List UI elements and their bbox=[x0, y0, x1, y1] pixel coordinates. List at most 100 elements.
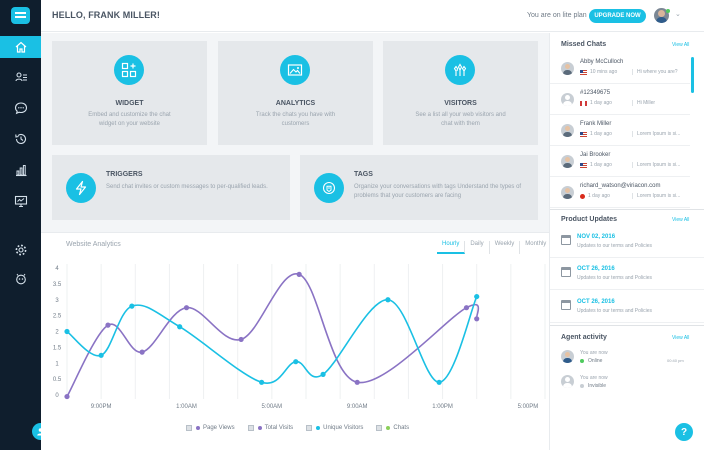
tab-daily[interactable]: Daily bbox=[465, 241, 490, 254]
chart-title: Website Analytics bbox=[66, 241, 121, 248]
chat-time: 10 mins ago bbox=[590, 69, 618, 75]
calendar-icon bbox=[561, 267, 571, 277]
agent-status-label: Online bbox=[588, 358, 603, 364]
missed-chat-item[interactable]: #12349675 1 day ago Hi Miller bbox=[550, 84, 690, 115]
tags-card[interactable]: TAGS Organize your conversations with ta… bbox=[300, 155, 538, 220]
avatar bbox=[561, 186, 574, 199]
data-point bbox=[177, 324, 183, 330]
app-logo-icon[interactable] bbox=[11, 7, 30, 24]
x-tick-label: 9:00AM bbox=[347, 404, 368, 410]
data-point bbox=[293, 359, 299, 365]
chat-time: 1 day ago bbox=[588, 193, 610, 199]
us-flag-icon bbox=[580, 69, 587, 75]
nav-monitor[interactable] bbox=[0, 190, 41, 212]
contacts-list-icon bbox=[14, 72, 27, 82]
analytics-card[interactable]: ANALYTICS Track the chats you have with … bbox=[218, 41, 373, 145]
sidebar bbox=[0, 0, 41, 450]
section-divider bbox=[550, 325, 704, 326]
tab-monthly[interactable]: Monthly bbox=[525, 241, 547, 247]
product-updates-view-all-link[interactable]: View All bbox=[672, 217, 690, 223]
agent-status: Invisible bbox=[580, 383, 606, 389]
widget-card[interactable]: WIDGET Embed and customize the chat widg… bbox=[52, 41, 207, 145]
missed-chat-item[interactable]: richard_watson@viriacon.com 1 day ago Lo… bbox=[550, 177, 690, 208]
tab-hourly[interactable]: Hourly bbox=[437, 241, 466, 254]
agent-activity-item: You are now Invisible bbox=[550, 371, 704, 395]
us-flag-icon bbox=[580, 162, 587, 168]
online-status-dot bbox=[580, 359, 584, 363]
nav-chats[interactable] bbox=[0, 97, 41, 119]
chat-preview: Hi where you are? bbox=[632, 69, 678, 75]
legend-item-page-views[interactable]: Page Views bbox=[186, 425, 235, 431]
analytics-line-chart: 0 0.5 1 1.5 2 2.5 3 3.5 4 9:00PM 1:00AM 5:00AM 9:00A… bbox=[53, 264, 546, 410]
top-header: HELLO, FRANK MILLER! You are on lite pla… bbox=[41, 0, 704, 32]
widget-grid-icon bbox=[114, 55, 144, 85]
y-tick-label: 2 bbox=[55, 330, 59, 336]
missed-chats-scrollbar[interactable] bbox=[691, 57, 694, 93]
plan-text: You are on lite plan bbox=[527, 12, 587, 19]
legend-checkbox[interactable] bbox=[376, 425, 383, 431]
legend-checkbox[interactable] bbox=[306, 425, 313, 431]
chat-preview: Lorem Ipsum is si... bbox=[632, 131, 680, 137]
missed-chats-view-all-link[interactable]: View All bbox=[672, 42, 690, 48]
card-title: TAGS bbox=[354, 171, 373, 178]
missed-chat-item[interactable]: Frank Miller 1 day ago Lorem Ipsum is si… bbox=[550, 115, 690, 146]
y-tick-label: 3.5 bbox=[53, 282, 62, 288]
nav-analytics[interactable] bbox=[0, 159, 41, 181]
nav-contacts[interactable] bbox=[0, 66, 41, 88]
chevron-down-icon[interactable]: ⌄ bbox=[675, 11, 681, 18]
missed-chat-item[interactable]: Abby McCulloch 10 mins ago Hi where you … bbox=[550, 53, 690, 84]
card-title: ANALYTICS bbox=[275, 100, 316, 107]
agent-activity-item: You are now Online 00:40 pm bbox=[550, 346, 704, 370]
product-update-item[interactable]: NOV 02, 2016 Updates to our terms and Po… bbox=[550, 226, 704, 258]
legend-checkbox[interactable] bbox=[247, 425, 254, 431]
nav-integrations[interactable] bbox=[0, 268, 41, 290]
card-description: Embed and customize the chat widget on y… bbox=[88, 112, 171, 127]
agent-activity-title: Agent activity bbox=[561, 334, 607, 341]
bar-chart-icon bbox=[15, 165, 26, 177]
help-button[interactable]: ? bbox=[675, 423, 693, 441]
home-icon bbox=[15, 41, 26, 53]
agent-activity-text: You are now bbox=[580, 375, 608, 381]
header-avatar[interactable] bbox=[654, 8, 669, 23]
picture-icon bbox=[280, 55, 310, 85]
legend-label: Chats bbox=[393, 425, 410, 431]
invisible-status-dot bbox=[580, 384, 584, 388]
missed-chat-item[interactable]: Jai Brooker 1 day ago Lorem Ipsum is si.… bbox=[550, 146, 690, 177]
legend-item-total-visits[interactable]: Total Visits bbox=[247, 425, 293, 431]
legend-label: Page Views bbox=[203, 425, 235, 431]
visitors-card[interactable]: VISITORS See a list all your web visitor… bbox=[383, 41, 538, 145]
legend-item-chats[interactable]: Chats bbox=[376, 425, 409, 431]
y-tick-label: 4 bbox=[55, 266, 59, 272]
data-point bbox=[320, 371, 326, 377]
data-point bbox=[139, 349, 145, 355]
agent-status-label: Invisible bbox=[588, 383, 607, 389]
chat-preview: Hi Miller bbox=[632, 100, 655, 106]
product-updates-title: Product Updates bbox=[561, 216, 618, 223]
tab-weekly[interactable]: Weekly bbox=[490, 241, 521, 254]
legend-checkbox[interactable] bbox=[186, 425, 192, 431]
nav-home[interactable] bbox=[0, 36, 41, 58]
product-update-item[interactable]: OCT 26, 2016 Updates to our terms and Po… bbox=[550, 291, 704, 323]
card-title: VISITORS bbox=[444, 100, 477, 107]
upgrade-now-button[interactable]: UPGRADE NOW bbox=[589, 9, 646, 23]
chat-meta: 1 day ago bbox=[580, 193, 610, 199]
legend-swatch bbox=[196, 426, 200, 430]
data-point bbox=[354, 379, 360, 385]
series-line-total-visits bbox=[66, 273, 480, 397]
x-tick-label: 1:00AM bbox=[176, 404, 197, 410]
chat-name: Abby McCulloch bbox=[580, 59, 624, 65]
nav-history[interactable] bbox=[0, 128, 41, 150]
product-update-item[interactable]: OCT 26, 2016 Updates to our terms and Po… bbox=[550, 258, 704, 290]
legend-item-unique-visitors[interactable]: Unique Visitors bbox=[306, 425, 363, 431]
legend-swatch bbox=[316, 426, 321, 430]
chat-preview: Lorem Ipsum is si... bbox=[632, 162, 680, 168]
data-point bbox=[385, 297, 391, 303]
agent-activity-view-all-link[interactable]: View All bbox=[672, 335, 690, 341]
chat-meta: 1 day ago bbox=[580, 162, 612, 168]
chat-time: 1 day ago bbox=[590, 162, 612, 168]
x-tick-label: 9:00PM bbox=[91, 404, 112, 410]
data-point bbox=[64, 393, 70, 400]
website-analytics-panel: Website Analytics Hourly Daily Weekly Mo… bbox=[41, 232, 549, 450]
triggers-card[interactable]: TRIGGERS Send chat invites or custom mes… bbox=[52, 155, 290, 220]
nav-settings[interactable] bbox=[0, 239, 41, 261]
